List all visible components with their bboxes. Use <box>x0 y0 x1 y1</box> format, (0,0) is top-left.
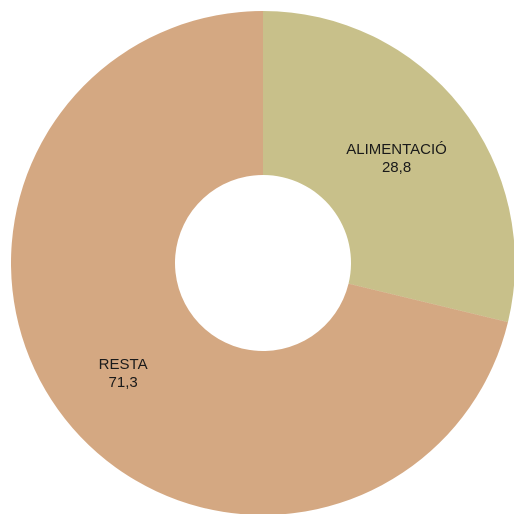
slice-label-alimentacio: ALIMENTACIÓ <box>346 141 447 158</box>
slice-value-alimentacio: 28,8 <box>382 159 411 176</box>
slices-layer <box>11 11 514 514</box>
slice-value-resta: 71,3 <box>109 374 138 391</box>
slice-alimentacio <box>263 11 514 323</box>
slice-resta <box>11 11 508 514</box>
slice-label-resta: RESTA <box>99 356 148 373</box>
